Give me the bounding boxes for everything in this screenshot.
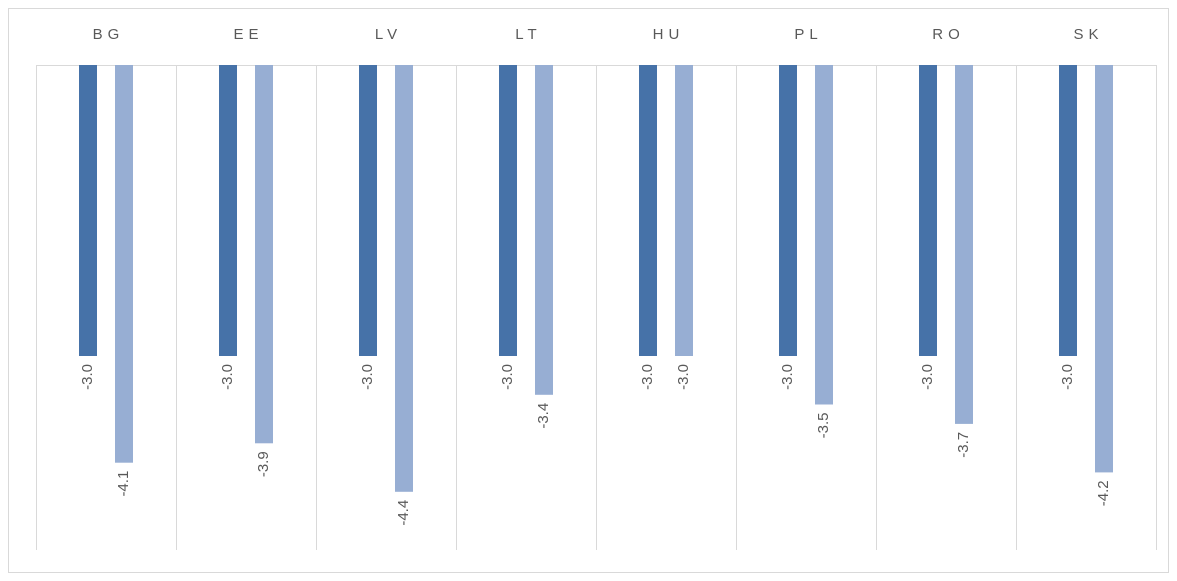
chart-border xyxy=(8,8,1169,573)
bar xyxy=(395,65,413,492)
bar xyxy=(219,65,237,356)
bar xyxy=(639,65,657,356)
x-tick-label: LV xyxy=(375,26,402,43)
bar xyxy=(535,65,553,395)
bar xyxy=(499,65,517,356)
data-label: -3.0 xyxy=(639,364,656,390)
bar xyxy=(815,65,833,405)
bar xyxy=(675,65,693,356)
bar xyxy=(955,65,973,424)
bar xyxy=(359,65,377,356)
data-label: -3.0 xyxy=(79,364,96,390)
bar xyxy=(115,65,133,463)
data-label: -3.0 xyxy=(779,364,796,390)
data-label: -3.0 xyxy=(359,364,376,390)
x-tick-label: PL xyxy=(794,26,822,43)
data-label: -4.2 xyxy=(1095,480,1112,506)
data-label: -3.0 xyxy=(499,364,516,390)
x-tick-label: HU xyxy=(653,26,685,43)
data-label: -3.7 xyxy=(955,432,972,458)
bar xyxy=(1095,65,1113,473)
data-label: -3.5 xyxy=(815,413,832,439)
bar xyxy=(919,65,937,356)
data-label: -3.4 xyxy=(535,403,552,429)
bar xyxy=(779,65,797,356)
data-label: -3.0 xyxy=(1059,364,1076,390)
bar xyxy=(1059,65,1077,356)
x-tick-label: RO xyxy=(932,26,965,43)
data-label: -4.4 xyxy=(395,500,412,526)
x-tick-label: BG xyxy=(93,26,125,43)
data-label: -4.1 xyxy=(115,471,132,497)
bar xyxy=(79,65,97,356)
data-label: -3.0 xyxy=(219,364,236,390)
data-label: -3.0 xyxy=(675,364,692,390)
bar xyxy=(255,65,273,444)
data-label: -3.9 xyxy=(255,451,272,477)
x-tick-label: LT xyxy=(515,26,541,43)
x-tick-label: EE xyxy=(233,26,263,43)
x-tick-label: SK xyxy=(1073,26,1103,43)
data-label: -3.0 xyxy=(919,364,936,390)
